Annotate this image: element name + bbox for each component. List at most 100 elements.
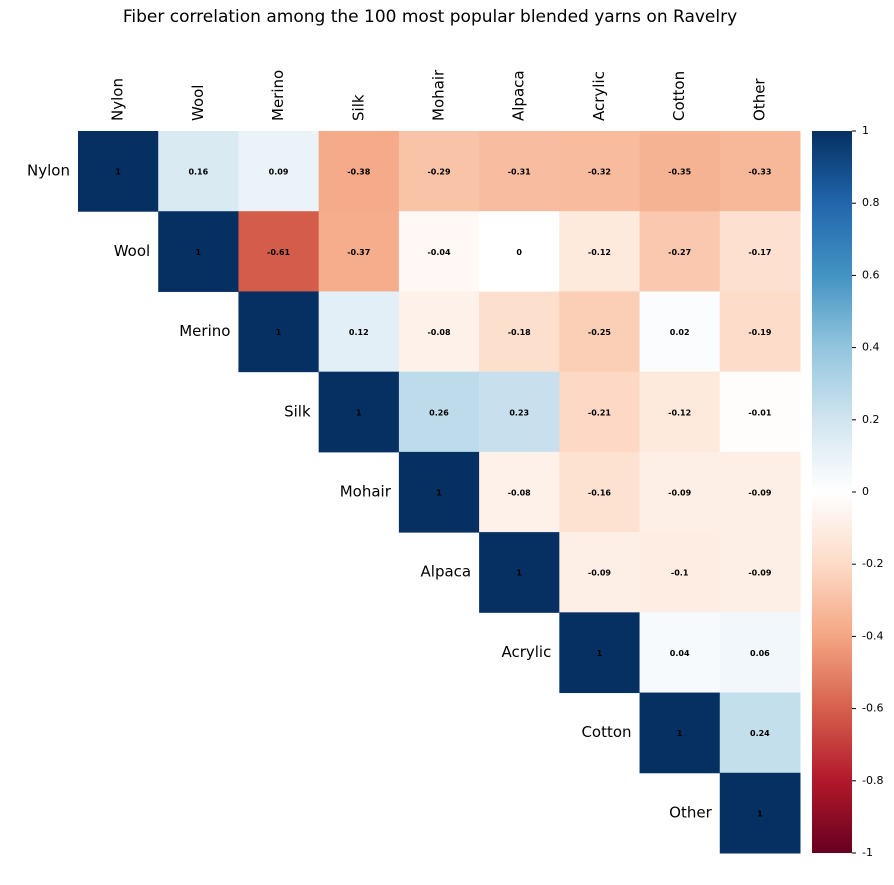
cell [479,451,560,533]
cell [559,532,641,613]
cell [639,131,721,212]
cell-value: -0.09 [668,489,691,498]
row-label: Mohair [340,483,392,501]
cell-value: 0.23 [509,408,529,417]
cell-value: -0.1 [671,569,689,578]
column-label: Mohair [430,69,448,121]
cell [639,612,721,694]
cell [639,211,721,292]
row-label: Silk [284,402,311,420]
cell [238,131,320,212]
cell-value: -0.27 [668,248,691,257]
cell [238,211,320,292]
cell-value: 0.09 [269,168,289,177]
cell [318,211,400,292]
cell [559,371,641,453]
cell-value: -0.37 [347,248,370,257]
cell [719,532,801,613]
cell [719,772,801,854]
cell-value: -0.32 [588,168,611,177]
column-label: Wool [189,85,207,121]
cell-value: 0 [516,248,522,257]
cell-value: 0.24 [750,729,770,738]
cell-value: 1 [516,569,522,578]
cell-value: -0.33 [748,168,771,177]
cell [479,291,560,373]
cell [398,131,480,212]
cell-value: -0.16 [588,489,611,498]
cell-value: 1 [757,809,763,818]
cell [158,211,239,292]
colorbar-tick-label: -0.8 [862,774,883,787]
cell [479,371,560,453]
column-label: Silk [349,94,367,121]
cell-value: 0.02 [670,328,690,337]
colorbar-tick-label: 0.6 [862,268,880,281]
cell [559,211,641,292]
cell-value: 0.12 [349,328,369,337]
row-label: Cotton [581,723,631,741]
cell [398,291,480,373]
cell-value: -0.08 [508,489,531,498]
cell [238,291,320,373]
cell [719,291,801,373]
cell [479,131,560,212]
colorbar-tick-label: 0.4 [862,341,880,354]
cell-value: -0.17 [748,248,771,257]
colorbar-tick-label: 0.8 [862,196,880,209]
cell-value: -0.12 [588,248,611,257]
cell [719,131,801,212]
cell [639,532,721,613]
cell [78,131,159,212]
cell [318,371,400,453]
row-label: Other [669,803,712,821]
colorbar-tick-label: -1 [862,846,873,859]
cell-value: 0.16 [188,168,208,177]
cell [398,371,480,453]
cell-value: -0.19 [748,328,771,337]
cell-value: 0.06 [750,649,770,658]
row-label: Alpaca [421,563,472,581]
cell-value: -0.01 [748,408,771,417]
cell-value: -0.38 [347,168,370,177]
colorbar-tick-label: 0.2 [862,413,880,426]
cell-value: 1 [436,489,442,498]
colorbar-tick-label: -0.6 [862,702,883,715]
cell [479,532,560,613]
cell-value: -0.35 [668,168,691,177]
cell [318,291,400,373]
column-label: Acrylic [590,71,608,121]
row-label: Nylon [27,162,70,180]
cell-value: -0.18 [508,328,531,337]
cell [639,692,721,774]
cell-value: 1 [677,729,683,738]
column-label: Other [750,78,768,121]
row-label: Acrylic [501,643,551,661]
colorbar [812,131,852,853]
row-label: Merino [179,322,230,340]
colorbar-tick-label: -0.4 [862,629,883,642]
cell-value: -0.09 [588,569,611,578]
cell [158,131,239,212]
cell [719,371,801,453]
cell [559,131,641,212]
cell-value: -0.61 [267,248,290,257]
cell [398,451,480,533]
colorbar-tick-label: 0 [862,485,869,498]
cell [318,131,400,212]
cell-value: 1 [597,649,603,658]
cell-value: -0.21 [588,408,611,417]
cell-value: -0.08 [427,328,450,337]
cell [479,211,560,292]
cell [559,451,641,533]
cell-value: -0.09 [748,569,771,578]
cell [398,211,480,292]
cell-value: -0.09 [748,489,771,498]
column-label: Merino [269,70,287,121]
column-label: Nylon [109,78,127,121]
cell-value: 1 [356,408,362,417]
colorbar-tick-label: -0.2 [862,557,883,570]
cell [719,211,801,292]
